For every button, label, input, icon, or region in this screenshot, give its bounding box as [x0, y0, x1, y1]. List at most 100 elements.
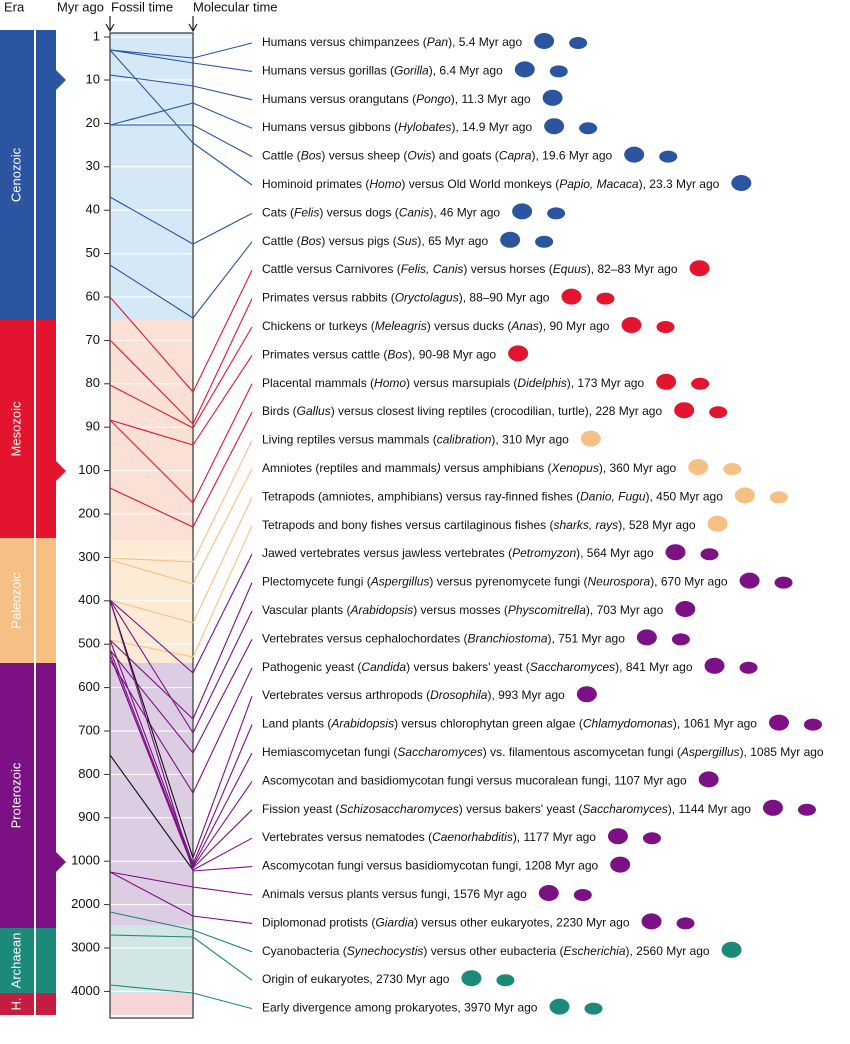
divergence-label: Hemiascomycetan fungi (Saccharomyces) vs… — [262, 745, 824, 759]
label-part: ) versus mosses ( — [413, 603, 508, 617]
fossil-link — [109, 74, 194, 87]
label-part: Neurospora — [587, 575, 650, 589]
label-link — [192, 440, 253, 563]
era-label: H. — [8, 998, 23, 1011]
divergence-label: Ascomycotan fungi versus basidiomycotan … — [262, 859, 599, 873]
label-link — [192, 124, 253, 158]
label-part: calibration — [437, 433, 492, 447]
label-part: Hominoid primates ( — [262, 177, 369, 191]
organism-icon — [797, 803, 816, 816]
label-part: ) versus other eubacteria ( — [423, 944, 563, 958]
organism-icon — [576, 686, 597, 703]
organism-icon — [642, 832, 661, 845]
fossil-link — [109, 911, 194, 931]
organism-icon — [676, 917, 695, 930]
label-part: Humans versus gorillas ( — [262, 64, 394, 78]
label-part: Danio, Fugu — [580, 490, 646, 504]
label-part: Gorilla — [394, 64, 429, 78]
organism-icon — [665, 544, 686, 561]
fossil-link — [109, 599, 194, 859]
label-part: Origin of eukaryotes, 2730 Myr ago — [262, 972, 450, 986]
label-part: ), 90 Myr ago — [539, 319, 610, 333]
divergence-label: Ascomycotan and basidiomycotan fungi ver… — [262, 774, 687, 788]
tick-label: 500 — [78, 636, 100, 651]
label-part: ), 1144 Myr ago — [668, 802, 751, 816]
label-part: Cattle ( — [262, 234, 301, 248]
label-part: Ascomycotan fungi versus basidiomycotan … — [262, 859, 599, 873]
organism-icon — [584, 1002, 603, 1015]
column-band — [110, 33, 193, 320]
era-label: Cenozoic — [8, 147, 23, 202]
label-part: Primates versus cattle ( — [262, 348, 387, 362]
label-part: Aspergillus — [680, 745, 740, 759]
label-part: Vertebrates versus nematodes ( — [262, 830, 432, 844]
era-label: Paleozoic — [8, 572, 23, 629]
tick-label: 200 — [78, 505, 100, 520]
tick-label: 400 — [78, 592, 100, 607]
column-band — [110, 663, 193, 925]
tick-label: 900 — [78, 809, 100, 824]
tick-label: 3000 — [71, 939, 100, 954]
tick-label: 20 — [86, 115, 100, 130]
label-link — [192, 525, 253, 658]
organism-icon — [535, 235, 554, 248]
organism-icon — [731, 175, 752, 191]
divergence-label: Cattle versus Carnivores (Felis, Canis) … — [262, 262, 678, 276]
organism-icon — [698, 771, 719, 788]
label-part: Ovis — [407, 149, 431, 163]
organism-icon — [739, 661, 758, 674]
fossil-link — [109, 487, 194, 528]
label-part: ), 1061 Myr ago — [673, 717, 757, 731]
label-part: ), 703 Myr ago — [586, 603, 664, 617]
tick-label: 300 — [78, 549, 100, 564]
divergence-label: Cattle (Bos) versus sheep (Ovis) and goa… — [262, 149, 613, 163]
era-block — [0, 320, 56, 538]
divergence-label: Humans versus gibbons (Hylobates), 14.9 … — [262, 120, 532, 134]
label-part: ) versus dogs ( — [319, 206, 398, 220]
label-link — [192, 929, 253, 953]
divergence-label: Hominoid primates (Homo) versus Old Worl… — [262, 177, 720, 191]
tick-label: 800 — [78, 766, 100, 781]
label-link — [192, 383, 253, 504]
organism-icon — [496, 974, 515, 987]
label-part: Capra — [499, 149, 532, 163]
label-part: Felis — [294, 206, 319, 220]
organism-icon — [739, 572, 760, 589]
divergence-label: Fission yeast (Schizosaccharomyces) vers… — [262, 802, 751, 816]
divergence-label: Animals versus plants versus fungi, 1576… — [262, 887, 527, 901]
label-link — [192, 553, 253, 674]
organism-icon — [549, 65, 568, 78]
molecular-header: Molecular time — [193, 0, 278, 14]
label-part: Synechocystis — [347, 944, 424, 958]
label-part: Cyanobacteria ( — [262, 944, 347, 958]
divergence-label: Living reptiles versus mammals (calibrat… — [262, 433, 569, 447]
divergence-label: Vertebrates versus nematodes (Caenorhabd… — [262, 830, 596, 844]
fossil-link — [109, 49, 194, 64]
label-link — [192, 639, 253, 754]
label-part: ), 65 Myr ago — [417, 234, 488, 248]
label-part: ), 1085 Myr ago — [740, 745, 824, 759]
divergence-label: Amniotes (reptiles and mammals) versus a… — [262, 461, 677, 475]
label-part: Chickens or turkeys ( — [262, 319, 375, 333]
divergence-label: Humans versus chimpanzees (Pan), 5.4 Myr… — [262, 35, 522, 49]
label-part: Humans versus chimpanzees ( — [262, 35, 427, 49]
label-part: Cats ( — [262, 206, 294, 220]
label-part: Oryctolagus — [395, 291, 459, 305]
tick-label: 700 — [78, 722, 100, 737]
label-link — [192, 582, 253, 720]
label-link — [192, 212, 253, 245]
label-part: ), 993 Myr ago — [487, 688, 565, 702]
label-part: Saccharomyces — [530, 660, 615, 674]
label-link — [192, 269, 253, 393]
divergence-label: Early divergence among prokaryotes, 3970… — [262, 1001, 538, 1015]
label-link — [192, 696, 253, 859]
label-part: Papio, Macaca — [559, 177, 639, 191]
label-part: ), 670 Myr ago — [650, 575, 728, 589]
divergence-label: Cats (Felis) versus dogs (Canis), 46 Myr… — [262, 206, 500, 220]
fossil-link — [109, 557, 194, 563]
organism-icon — [538, 885, 559, 901]
label-part: ), 11.3 Myr ago — [451, 92, 531, 106]
organism-icon — [707, 515, 728, 532]
label-link — [192, 497, 253, 624]
